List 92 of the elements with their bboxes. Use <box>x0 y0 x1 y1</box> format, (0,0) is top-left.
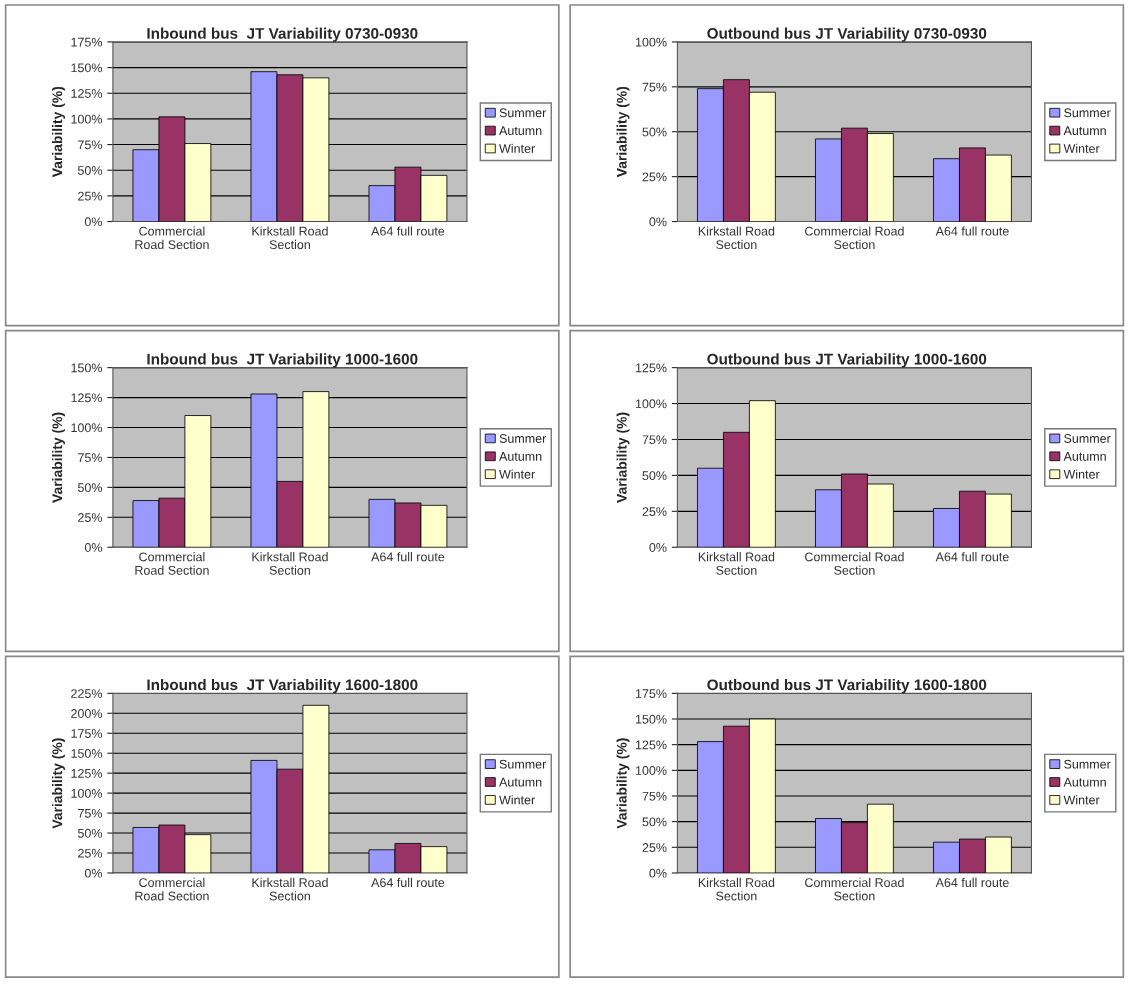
x-tick-label: A64 full route <box>935 226 1009 236</box>
y-tick-label: 50% <box>77 483 103 493</box>
y-tick-label: 0% <box>84 217 103 227</box>
y-tick-label: 0% <box>649 868 667 878</box>
legend-label: Winter <box>499 469 535 479</box>
y-tick-label: 175% <box>71 37 103 47</box>
x-tick-label: Commercial Road Section <box>135 877 209 901</box>
legend-label: Autumn <box>1063 452 1106 461</box>
y-tick-label: 100% <box>71 114 103 124</box>
x-tick-label: A64 full route <box>935 877 1009 887</box>
legend-label: Summer <box>1064 108 1111 118</box>
y-tick-label: 200% <box>71 709 103 718</box>
y-tick-label: 0% <box>84 868 103 878</box>
chart-title: Outbound bus JT Variability 1600-1800 <box>707 679 987 694</box>
legend-label: Autumn <box>1063 126 1106 136</box>
y-tick-label: 50% <box>642 817 667 827</box>
y-tick-label: 25% <box>642 172 667 182</box>
legend-label: Autumn <box>499 452 542 461</box>
chart-title: Outbound bus JT Variability 0730-0930 <box>707 27 987 42</box>
y-tick-label: 25% <box>642 843 667 852</box>
chart-title: Inbound bus JT Variability 0730-0930 <box>147 27 418 42</box>
y-tick-label: 150% <box>71 749 103 758</box>
legend-label: Summer <box>499 434 547 443</box>
legend-label: Winter <box>1063 143 1100 153</box>
x-tick-label: Commercial Road Section <box>805 552 904 575</box>
y-tick-label: 125% <box>635 740 667 750</box>
y-tick-label: 75% <box>78 453 103 463</box>
x-tick-label: Kirkstall Road Section <box>698 552 775 575</box>
y-tick-label: 150% <box>635 714 667 724</box>
y-tick-label: 100% <box>635 399 667 409</box>
y-tick-label: 125% <box>635 363 667 373</box>
y-tick-label: 150% <box>71 363 103 373</box>
y-tick-label: 25% <box>642 507 667 516</box>
y-tick-label: 125% <box>71 89 103 98</box>
y-tick-label: 50% <box>77 166 103 175</box>
y-tick-label: 0% <box>649 543 667 552</box>
x-tick-label: A64 full route <box>371 552 445 562</box>
y-tick-label: 100% <box>635 37 667 47</box>
y-tick-label: 0% <box>649 217 667 227</box>
x-tick-label: Commercial Road Section <box>135 552 209 575</box>
legend-label: Winter <box>499 143 535 153</box>
y-tick-label: 75% <box>642 435 667 445</box>
y-tick-label: 50% <box>77 828 103 838</box>
legend-label: Winter <box>499 795 535 805</box>
y-tick-label: 175% <box>71 729 103 738</box>
y-tick-label: 75% <box>78 140 103 150</box>
y-tick-label: 25% <box>78 848 103 858</box>
y-tick-label: 100% <box>635 766 667 775</box>
y-tick-label: 125% <box>71 393 103 403</box>
x-tick-label: Commercial Road Section <box>135 226 209 250</box>
x-tick-label: A64 full route <box>371 226 445 236</box>
y-tick-label: 0% <box>84 543 103 552</box>
legend-label: Autumn <box>499 126 542 136</box>
y-axis-title: Variability (%) <box>52 86 65 178</box>
x-tick-label: Commercial Road Section <box>805 877 904 901</box>
y-tick-label: 50% <box>642 127 667 137</box>
y-tick-label: 150% <box>71 63 103 73</box>
x-tick-label: A64 full route <box>935 552 1009 562</box>
legend-label: Summer <box>499 108 547 118</box>
y-axis-title: Variability (%) <box>616 738 630 829</box>
y-tick-label: 75% <box>642 791 667 801</box>
x-tick-label: Kirkstall Road Section <box>698 877 775 901</box>
legend-label: Summer <box>1064 434 1111 443</box>
legend-label: Summer <box>1064 759 1111 769</box>
y-tick-label: 125% <box>71 768 103 778</box>
y-tick-label: 25% <box>78 191 103 201</box>
x-tick-label: A64 full route <box>371 877 445 887</box>
y-tick-label: 175% <box>635 689 667 698</box>
y-tick-label: 100% <box>71 423 103 433</box>
x-tick-label: Kirkstall Road Section <box>252 877 328 901</box>
x-tick-label: Kirkstall Road Section <box>698 226 775 250</box>
y-axis-title: Variability (%) <box>616 86 630 178</box>
y-axis-title: Variability (%) <box>52 738 65 829</box>
y-tick-label: 225% <box>71 689 103 698</box>
legend-label: Winter <box>1063 795 1100 805</box>
y-tick-label: 25% <box>78 513 103 522</box>
y-tick-label: 75% <box>78 808 103 818</box>
x-tick-label: Kirkstall Road Section <box>252 226 328 250</box>
chart-title: Inbound bus JT Variability 1000-1600 <box>147 353 418 368</box>
legend-label: Summer <box>499 759 547 769</box>
legend-label: Winter <box>1063 469 1100 479</box>
chart-title: Inbound bus JT Variability 1600-1800 <box>147 679 418 694</box>
y-tick-label: 75% <box>642 82 667 92</box>
chart-title: Outbound bus JT Variability 1000-1600 <box>707 353 987 368</box>
legend-label: Autumn <box>1063 777 1106 787</box>
y-tick-label: 100% <box>71 788 103 798</box>
y-axis-title: Variability (%) <box>616 412 630 503</box>
y-tick-label: 50% <box>642 471 667 481</box>
x-tick-label: Commercial Road Section <box>805 226 904 250</box>
y-axis-title: Variability (%) <box>52 412 65 503</box>
x-tick-label: Kirkstall Road Section <box>252 552 328 575</box>
legend-label: Autumn <box>499 777 542 787</box>
